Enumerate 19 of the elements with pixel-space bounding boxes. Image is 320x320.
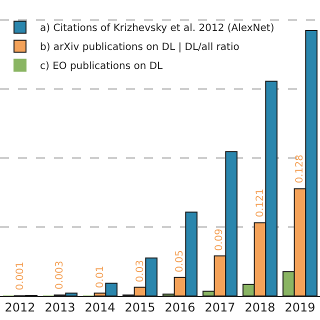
x-tick-label: 2019 [284,300,316,314]
legend-label: c) EO publications on DL [40,61,164,72]
legend-label: a) Citations of Krizhevsky et al. 2012 (AlexNet) [40,23,274,34]
x-tick-label: 2014 [84,300,116,314]
x-tick-label: 2017 [204,300,236,314]
x-tick-label: 2016 [164,300,196,314]
annotation: 0.03 [134,260,146,282]
annotation: 0.09 [214,228,226,251]
x-tick-label: 2013 [44,300,76,314]
annotation: 0.01 [94,266,106,288]
annotation: 0.121 [254,188,266,218]
annotation: 0.003 [54,260,66,290]
annotation: 0.001 [14,262,26,290]
x-tick-label: 2015 [124,300,156,314]
annotation: 0.05 [174,250,186,272]
annotation: 0.128 [294,154,306,184]
x-tick-label: 2012 [4,300,36,314]
legend-label: b) arXiv publications on DL | DL/all ratio [40,42,240,54]
x-tick-label: 2018 [244,300,276,314]
